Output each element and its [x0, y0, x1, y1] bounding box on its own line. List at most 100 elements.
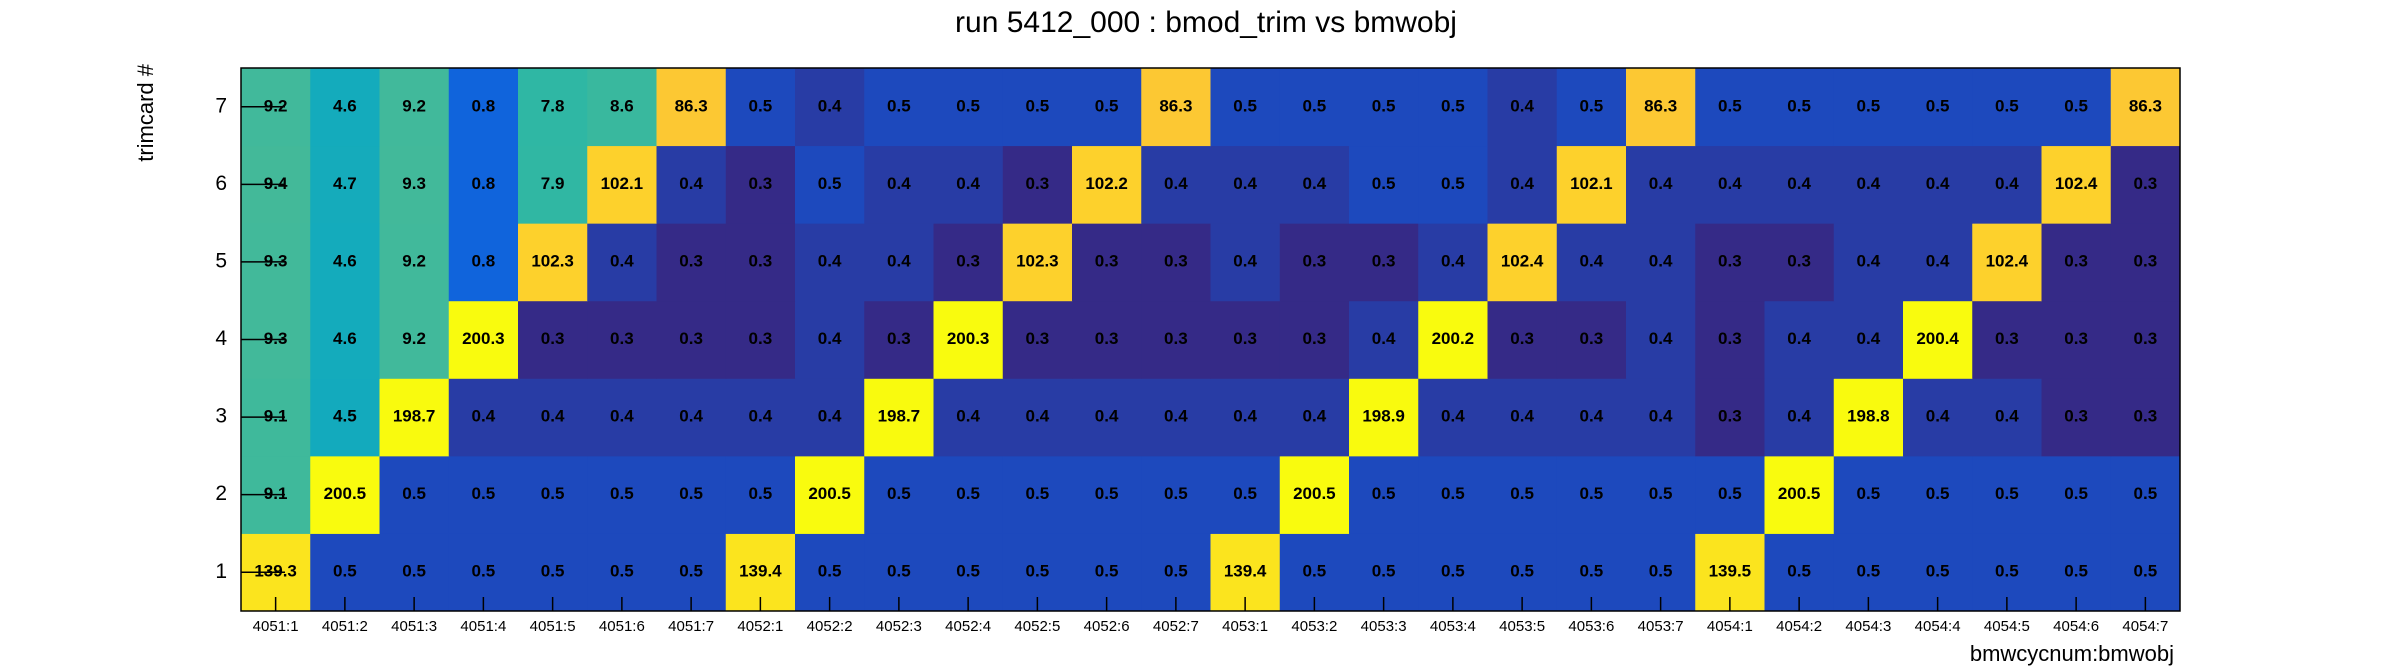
heatmap-cell — [1418, 378, 1488, 457]
heatmap-cell — [2110, 300, 2181, 379]
cell-label: 0.5 — [1857, 562, 1881, 581]
heatmap-cell — [587, 68, 657, 147]
heatmap-cell — [1626, 68, 1696, 147]
heatmap-cell — [379, 145, 450, 224]
heatmap-cell — [1002, 455, 1073, 534]
cell-label: 86.3 — [1644, 96, 1677, 115]
heatmap-cell — [1487, 68, 1558, 147]
heatmap-cell — [795, 300, 865, 379]
heatmap-cell — [518, 223, 588, 302]
heatmap-cell — [656, 300, 727, 379]
y-tick-label: 5 — [215, 249, 227, 272]
cell-label: 0.5 — [1580, 484, 1604, 503]
cell-label: 0.3 — [2064, 329, 2088, 348]
heatmap-cell — [1972, 68, 2042, 147]
cell-label: 0.3 — [2134, 407, 2158, 426]
cell-label: 0.5 — [749, 96, 773, 115]
x-tick-label: 4052:6 — [1084, 618, 1130, 635]
cell-label: 0.3 — [749, 174, 773, 193]
cell-label: 102.1 — [601, 174, 644, 193]
cell-label: 0.3 — [679, 251, 703, 270]
heatmap-cell — [1279, 223, 1350, 302]
heatmap-cell — [1279, 68, 1350, 147]
cell-label: 4.6 — [333, 329, 357, 348]
cell-label: 0.4 — [1857, 174, 1881, 193]
cell-label: 198.7 — [878, 407, 921, 426]
heatmap-cell — [725, 378, 796, 457]
heatmap-cell — [656, 223, 727, 302]
cell-label: 0.4 — [472, 407, 496, 426]
heatmap-cell — [1210, 378, 1281, 457]
cell-label: 0.5 — [2064, 96, 2088, 115]
cell-label: 0.5 — [1372, 174, 1396, 193]
cell-label: 0.5 — [749, 484, 773, 503]
cell-label: 0.5 — [1303, 96, 1327, 115]
cell-label: 0.4 — [818, 329, 842, 348]
cell-label: 0.3 — [1164, 251, 1188, 270]
heatmap-cell — [1903, 300, 1973, 379]
cell-label: 0.5 — [1164, 562, 1188, 581]
y-tick-label: 1 — [215, 560, 227, 583]
cell-label: 0.4 — [1372, 329, 1396, 348]
cell-label: 7.9 — [541, 174, 565, 193]
heatmap-cell — [1972, 145, 2042, 224]
heatmap-cell — [1903, 145, 1973, 224]
heatmap-cell — [795, 68, 865, 147]
heatmap-cell — [1279, 145, 1350, 224]
heatmap-cell — [1833, 68, 1904, 147]
heatmap-cell — [1626, 300, 1696, 379]
cell-label: 0.3 — [2064, 251, 2088, 270]
x-tick-label: 4051:2 — [322, 618, 368, 635]
cell-label: 200.3 — [947, 329, 990, 348]
cell-label: 0.3 — [1026, 329, 1050, 348]
heatmap-cell — [2041, 378, 2112, 457]
cell-label: 86.3 — [2129, 96, 2162, 115]
cell-label: 200.4 — [1916, 329, 1959, 348]
heatmap-cell — [2041, 68, 2112, 147]
heatmap-cell — [1972, 378, 2042, 457]
cell-label: 0.5 — [1095, 484, 1119, 503]
heatmap-cell — [1210, 223, 1281, 302]
x-tick-label: 4051:6 — [599, 618, 645, 635]
heatmap-cell — [1349, 300, 1419, 379]
x-tick-label: 4053:2 — [1291, 618, 1337, 635]
heatmap-cell — [448, 378, 519, 457]
cell-label: 0.4 — [1233, 407, 1257, 426]
heatmap-cell — [1487, 300, 1558, 379]
heatmap-cell — [1626, 223, 1696, 302]
heatmap-cell — [1972, 300, 2042, 379]
cell-label: 0.5 — [2134, 484, 2158, 503]
cell-label: 0.4 — [1649, 329, 1673, 348]
heatmap-cell — [1764, 455, 1835, 534]
cell-label: 9.2 — [402, 251, 426, 270]
cell-label: 0.4 — [818, 251, 842, 270]
heatmap-cell — [2041, 455, 2112, 534]
heatmap-cell — [1349, 145, 1419, 224]
cell-label: 0.3 — [2134, 251, 2158, 270]
cell-label: 8.6 — [610, 96, 634, 115]
cell-label: 102.4 — [1986, 251, 2029, 270]
heatmap-cell — [1072, 68, 1142, 147]
heatmap-cell — [1210, 68, 1281, 147]
heatmap-cell — [864, 223, 934, 302]
cell-label: 9.3 — [264, 329, 288, 348]
heatmap-cell — [933, 300, 1004, 379]
heatmap-cell — [1833, 455, 1904, 534]
heatmap-cell — [1487, 378, 1558, 457]
heatmap-cell — [587, 300, 657, 379]
cell-label: 0.5 — [1580, 96, 1604, 115]
x-tick-label: 4052:7 — [1153, 618, 1199, 635]
cell-label: 0.3 — [2134, 329, 2158, 348]
heatmap-cell — [1141, 300, 1211, 379]
cell-label: 102.2 — [1085, 174, 1128, 193]
cell-label: 0.5 — [1926, 562, 1950, 581]
cell-label: 0.5 — [2134, 562, 2158, 581]
cell-label: 0.5 — [1510, 484, 1534, 503]
heatmap-cell — [1626, 455, 1696, 534]
heatmap-cell — [1556, 145, 1627, 224]
cell-label: 0.4 — [1857, 251, 1881, 270]
cell-label: 0.5 — [887, 562, 911, 581]
heatmap-cell — [1072, 455, 1142, 534]
cell-label: 0.5 — [1649, 484, 1673, 503]
